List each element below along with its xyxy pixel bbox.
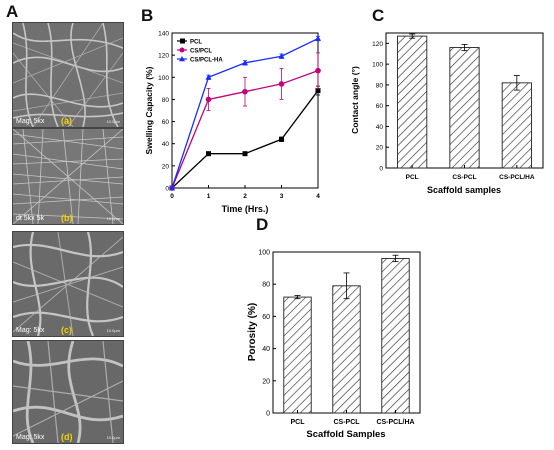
- bar-cs-pcl: [449, 47, 480, 169]
- x-tick-label: CS-PCL: [452, 174, 476, 181]
- fiber-texture: [13, 341, 123, 443]
- y-tick-label: 120: [372, 41, 383, 48]
- legend-marker: [180, 38, 185, 44]
- legend-marker: [179, 47, 185, 53]
- x-tick-label: PCL: [291, 419, 306, 426]
- y-tick-label: 80: [376, 82, 384, 89]
- x-tick-label: 1: [207, 193, 211, 200]
- y-tick-label: 60: [376, 103, 384, 110]
- plot-frame: [171, 32, 319, 189]
- data-point: [279, 136, 284, 142]
- data-point: [206, 151, 211, 157]
- y-tick-label: 100: [258, 250, 270, 257]
- y-tick-label: 60: [162, 119, 170, 126]
- y-tick-label: 0: [266, 411, 270, 418]
- x-axis-label: Scaffold Samples: [306, 429, 385, 440]
- sem-tag: (c): [61, 325, 72, 335]
- data-point: [242, 59, 248, 66]
- sem-mag-label: dt 5kx 5k: [16, 215, 45, 222]
- bar-pcl: [397, 35, 428, 169]
- y-tick-label: 20: [162, 163, 170, 170]
- y-axis-label: Porosity (%): [247, 303, 258, 361]
- data-point: [315, 35, 321, 41]
- sem-tag: (b): [61, 213, 73, 223]
- data-point: [169, 184, 175, 191]
- x-tick-label: CS-PCL/HA: [376, 419, 414, 426]
- y-tick-label: 80: [262, 282, 270, 289]
- y-tick-label: 0: [165, 186, 169, 193]
- data-point: [242, 88, 248, 95]
- fiber-texture: [13, 232, 123, 336]
- x-tick-label: PCL: [406, 174, 419, 181]
- bar-cs-pcl-ha: [501, 82, 532, 169]
- bar-cs-pcl-ha: [381, 257, 410, 414]
- y-tick-label: 60: [262, 314, 270, 321]
- fiber-texture: [13, 129, 123, 224]
- y-tick-label: 40: [162, 141, 170, 148]
- x-tick-label: 3: [280, 193, 284, 200]
- panel-letter-c: C: [372, 6, 385, 25]
- sem-scale: 10.0µm: [106, 216, 120, 221]
- panel-letter-d: D: [256, 215, 269, 234]
- sem-tag: (d): [61, 432, 73, 442]
- data-point: [242, 151, 248, 157]
- bar-pcl: [283, 296, 312, 414]
- x-tick-label: 2: [243, 193, 247, 200]
- sem-scale: 10.0µm: [106, 119, 120, 124]
- y-tick-label: 80: [162, 97, 170, 104]
- data-point: [205, 96, 212, 103]
- bar-cs-pcl: [332, 285, 361, 414]
- sem-image-d: Mag: 5kx (d) 10.0µm: [12, 340, 124, 444]
- sem-tag: (a): [61, 116, 72, 126]
- sem-image-b: dt 5kx 5k (b) 10.0µm: [12, 128, 124, 225]
- sem-scale: 10.0µm: [106, 328, 120, 333]
- y-tick-label: 100: [372, 62, 383, 69]
- legend-label: CS/PCL-HA: [190, 58, 223, 64]
- panel-letter-b: B: [141, 6, 154, 25]
- x-axis-label: Time (Hrs.): [222, 204, 269, 214]
- data-point: [278, 53, 285, 59]
- y-tick-label: 40: [376, 124, 384, 131]
- sem-mag-label: Mag: 5kx: [16, 118, 45, 125]
- sem-image-a: Mag: 5kx (a) 10.0µm: [12, 22, 124, 128]
- fiber-texture: [13, 23, 123, 127]
- legend-label: CS/PCL: [190, 49, 212, 55]
- y-tick-label: 0: [379, 166, 383, 173]
- y-tick-label: 100: [158, 75, 169, 82]
- x-tick-label: 4: [316, 193, 320, 200]
- y-tick-label: 20: [262, 378, 270, 385]
- sem-image-c: Mag: 5kx (c) 10.0µm: [12, 231, 124, 337]
- x-tick-label: 0: [170, 193, 174, 200]
- y-axis-label: Contact angle (°): [350, 66, 360, 134]
- y-tick-label: 40: [262, 346, 270, 353]
- y-tick-label: 140: [158, 31, 169, 38]
- y-tick-label: 120: [158, 53, 169, 60]
- y-tick-label: 20: [376, 145, 384, 152]
- x-tick-label: CS-PCL/HA: [499, 174, 535, 181]
- x-axis-label: Scaffold samples: [427, 185, 501, 195]
- y-axis-label: Swelling Capacity (%): [144, 66, 154, 154]
- data-point: [205, 74, 212, 80]
- sem-scale: 10.0µm: [106, 435, 120, 440]
- legend-label: PCL: [190, 40, 202, 46]
- sem-mag-label: Mag: 5kx: [16, 434, 45, 441]
- data-point: [315, 67, 321, 74]
- data-point: [315, 88, 321, 94]
- data-point: [278, 81, 285, 87]
- x-tick-label: CS-PCL: [333, 419, 360, 426]
- panel-letter-a: A: [6, 2, 19, 21]
- sem-mag-label: Mag: 5kx: [16, 327, 45, 334]
- legend-marker: [179, 56, 185, 62]
